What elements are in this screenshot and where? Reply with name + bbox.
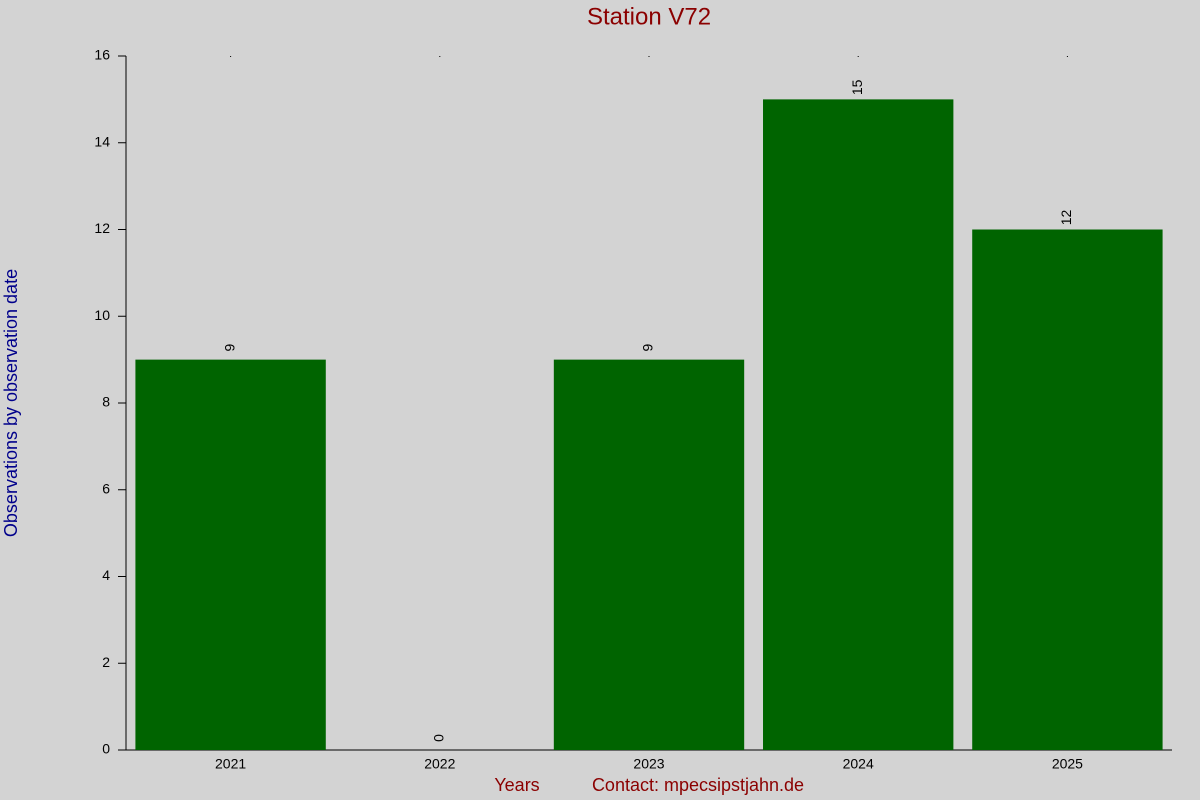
value-label: 0 bbox=[431, 734, 447, 742]
bar bbox=[553, 359, 745, 750]
y-tick-label: 4 bbox=[102, 567, 110, 583]
y-tick-label: 0 bbox=[102, 741, 110, 757]
x-axis-label: Years bbox=[494, 775, 539, 795]
value-label: 9 bbox=[221, 344, 237, 352]
value-label: 9 bbox=[640, 344, 656, 352]
bar bbox=[972, 229, 1163, 750]
value-label: 12 bbox=[1058, 210, 1074, 226]
y-tick-label: 16 bbox=[94, 47, 110, 63]
y-axis-label: Observations by observation date bbox=[1, 269, 21, 537]
bar bbox=[135, 359, 326, 750]
bar bbox=[763, 99, 954, 750]
y-tick-label: 6 bbox=[102, 480, 110, 496]
x-tick-label: 2025 bbox=[1052, 756, 1083, 772]
x-tick-label: 2024 bbox=[843, 756, 874, 772]
value-label: 15 bbox=[849, 79, 865, 95]
y-tick-label: 2 bbox=[102, 654, 110, 670]
y-tick-label: 14 bbox=[94, 133, 110, 149]
contact: Contact: mpecsipstjahn.de bbox=[592, 775, 804, 795]
chart-title: Station V72 bbox=[587, 3, 711, 30]
x-tick-label: 2022 bbox=[424, 756, 455, 772]
y-tick-label: 12 bbox=[94, 220, 110, 236]
y-tick-label: 8 bbox=[102, 394, 110, 410]
y-tick-label: 10 bbox=[94, 307, 110, 323]
x-tick-label: 2023 bbox=[633, 756, 664, 772]
x-tick-label: 2021 bbox=[215, 756, 246, 772]
